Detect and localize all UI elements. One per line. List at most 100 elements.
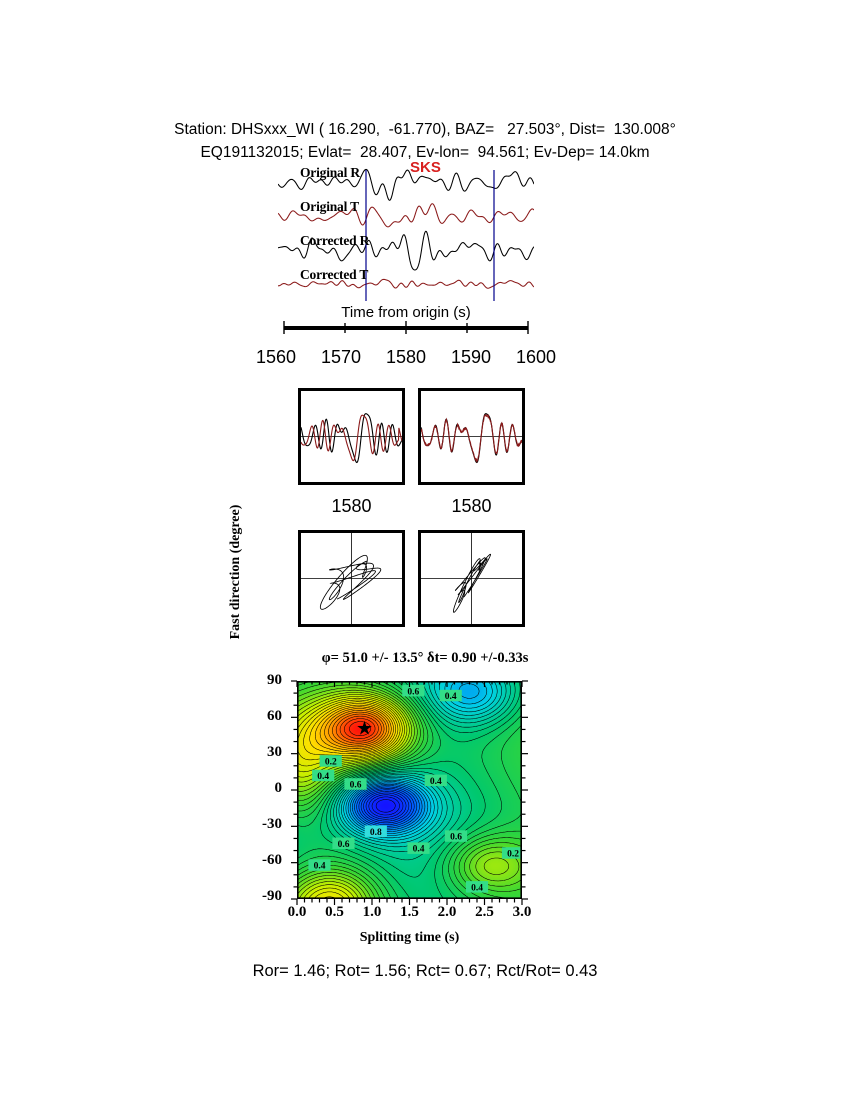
corrected-particle-motion-box bbox=[418, 530, 525, 627]
ytick: 60 bbox=[267, 708, 282, 724]
contour-line bbox=[324, 708, 390, 749]
xtick: 0.5 bbox=[325, 904, 344, 920]
contour-line bbox=[297, 681, 522, 899]
contour-label: 0.4 bbox=[314, 862, 326, 872]
contour-overlay: 0.20.40.6 0.40.40.60.80.60.40.40.60.20.4 … bbox=[297, 681, 522, 899]
contour-label-bg bbox=[344, 778, 367, 790]
contour-label: 0.2 bbox=[325, 758, 337, 768]
contour-line bbox=[297, 681, 522, 899]
splitting-result-title: φ= 51.0 +/- 13.5° δt= 0.90 +/-0.33s bbox=[321, 650, 529, 666]
contour-label-bg bbox=[407, 842, 430, 854]
best-fit-star: ★ bbox=[356, 719, 373, 740]
sks-phase-label: SKS bbox=[410, 159, 441, 176]
contour-line bbox=[303, 701, 399, 756]
contour-line bbox=[297, 684, 522, 899]
contour-label-bg bbox=[364, 825, 387, 837]
figure-header: Station: DHSxxx_WI ( 16.290, -61.770), B… bbox=[0, 118, 850, 164]
contour-line bbox=[332, 711, 385, 746]
contour-label-bg bbox=[465, 881, 489, 893]
wavebox-label-right: 1580 bbox=[451, 496, 492, 516]
splitting-contour-plot: 0.2 0.4 0.6 0.4 0.4 0.6 0.8 0.6 0.4 0.4 0.6 0.2 0.4 … bbox=[291, 680, 528, 905]
seismic-trace bbox=[278, 230, 534, 271]
contour-label: 0.2 bbox=[507, 850, 519, 860]
ytick: 90 bbox=[267, 672, 282, 688]
xtick: 1.5 bbox=[400, 904, 419, 920]
contour-line bbox=[339, 715, 379, 742]
contour-line bbox=[365, 792, 407, 820]
contour-label-bg bbox=[332, 837, 355, 849]
contour-line bbox=[330, 681, 516, 861]
uncorrected-particle-motion-box bbox=[298, 530, 405, 627]
contour-line bbox=[363, 791, 410, 822]
contour-line bbox=[315, 704, 394, 753]
ytick: -30 bbox=[262, 816, 282, 832]
contour-line bbox=[341, 681, 498, 841]
seismic-trace bbox=[278, 203, 534, 228]
time-tick: 1580 bbox=[385, 347, 427, 367]
seismic-trace bbox=[278, 278, 534, 289]
contour-label-bg bbox=[424, 774, 447, 787]
corrected-fast-slow-box bbox=[418, 388, 525, 485]
contour-label: 0.6 bbox=[450, 833, 462, 843]
contour-label: 0.8 bbox=[370, 828, 382, 838]
xtick: 2.0 bbox=[437, 904, 457, 920]
contour-label: 0.6 bbox=[407, 687, 419, 697]
corrected-particle-motion-plot bbox=[421, 533, 522, 624]
xtick: 1.0 bbox=[362, 904, 382, 920]
contour-canvas bbox=[297, 681, 522, 899]
time-tick: 1590 bbox=[450, 347, 491, 367]
contour-xtick-labels: 0.0 0.5 1.0 1.5 2.0 2.5 3.0 bbox=[288, 904, 532, 928]
contour-line bbox=[319, 706, 392, 751]
contour-line bbox=[375, 799, 396, 813]
contour-label-bg bbox=[501, 847, 522, 859]
trace-label-original-r: Original R bbox=[300, 165, 360, 180]
uncorrected-fast-slow-box bbox=[298, 388, 405, 485]
contour-line bbox=[371, 796, 400, 816]
contour-ytick-labels: 90 60 30 0 -30 -60 -90 bbox=[236, 672, 283, 904]
corrected-fast-slow-waves bbox=[420, 413, 523, 464]
contour-label-bg bbox=[439, 689, 462, 702]
contour-label: 0.4 bbox=[430, 777, 442, 787]
trace-label-corrected-t: Corrected T bbox=[300, 267, 369, 282]
contour-label: 0.4 bbox=[445, 692, 457, 702]
ytick: 0 bbox=[274, 780, 283, 796]
time-axis: Time from origin (s) 1560 1570 1580 1590… bbox=[256, 300, 556, 367]
contour-line bbox=[328, 710, 387, 748]
time-tick-labels: 1560 1570 1580 1590 1600 bbox=[256, 347, 556, 368]
ytick: -60 bbox=[262, 852, 282, 868]
waveform-panel: Original R Original T Corrected R Correc… bbox=[278, 159, 534, 303]
uncorrected-particle-motion-plot bbox=[301, 533, 402, 624]
contour-label-bg bbox=[444, 830, 468, 842]
statistics-line: Ror= 1.46; Rot= 1.56; Rct= 0.67; Rct/Rot… bbox=[252, 962, 598, 980]
ytick: -90 bbox=[262, 888, 282, 904]
uncorrected-fast-slow-waves bbox=[300, 413, 403, 464]
trace-label-original-t: Original T bbox=[300, 199, 359, 214]
contour-label: 0.6 bbox=[350, 781, 362, 791]
xtick: 2.5 bbox=[475, 904, 494, 920]
contour-label-bg bbox=[402, 684, 425, 697]
time-tick: 1560 bbox=[256, 347, 297, 367]
header-line-station: Station: DHSxxx_WI ( 16.290, -61.770), B… bbox=[174, 121, 676, 138]
contour-label-bg bbox=[308, 859, 331, 871]
time-tick: 1600 bbox=[515, 347, 556, 367]
ytick: 30 bbox=[267, 744, 282, 760]
waveform-traces bbox=[278, 168, 534, 301]
trace-label-corrected-r: Corrected R bbox=[300, 233, 370, 248]
time-tick: 1570 bbox=[320, 347, 362, 367]
contour-label: 0.6 bbox=[338, 840, 350, 850]
contour-line bbox=[297, 681, 522, 899]
contour-label-bg bbox=[312, 769, 335, 782]
header-line-event: EQ191132015; Evlat= 28.407, Ev-lon= 94.5… bbox=[200, 144, 650, 161]
time-axis-line bbox=[283, 321, 529, 334]
contour-xlabel: Splitting time (s) bbox=[359, 930, 460, 945]
time-axis-title: Time from origin (s) bbox=[341, 304, 471, 321]
contour-line bbox=[344, 718, 376, 739]
contour-line bbox=[368, 794, 404, 818]
xtick: 0.0 bbox=[287, 904, 307, 920]
xtick: 3.0 bbox=[512, 904, 532, 920]
seismic-trace bbox=[278, 168, 534, 201]
contour-ylabel: Fast direction (degree) bbox=[228, 504, 243, 640]
wavebox-label-left: 1580 bbox=[331, 496, 372, 516]
contour-line bbox=[297, 681, 522, 899]
contour-line bbox=[335, 713, 382, 744]
